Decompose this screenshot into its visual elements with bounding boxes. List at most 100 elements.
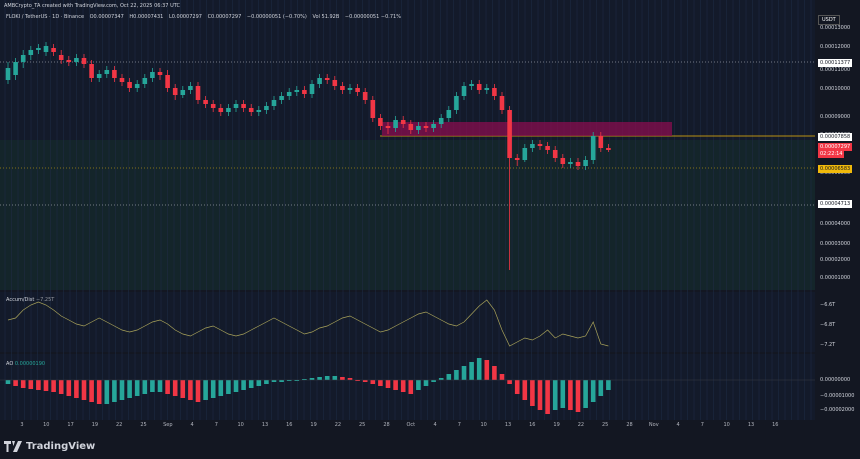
candle — [218, 108, 224, 112]
ao-bar — [248, 380, 254, 388]
candle — [226, 108, 231, 112]
time-tick-label: 13 — [261, 422, 269, 428]
ao-tick-label: −0.00001000 — [820, 393, 855, 399]
candle — [51, 48, 56, 52]
accum-pane — [0, 292, 815, 352]
candle — [302, 90, 307, 94]
ao-bar — [195, 380, 201, 402]
ao-bar — [112, 380, 117, 402]
ao-bar — [499, 374, 505, 380]
ao-bar — [514, 380, 520, 394]
time-tick-label: 25 — [602, 422, 609, 428]
ao-bar — [226, 380, 231, 394]
candle — [13, 62, 18, 75]
close-value: C0.00007297 — [207, 14, 242, 20]
high-value: H0.00007431 — [129, 14, 164, 20]
price-tick-label: 0.00001000 — [820, 275, 851, 281]
ao-bar — [378, 380, 383, 386]
candle — [142, 78, 148, 84]
price-tag: 0.00007297 — [818, 143, 853, 151]
accum-dist-label: Accum/Dist −7.25T — [6, 297, 55, 303]
time-tick-label: 7 — [214, 422, 218, 428]
candle — [188, 86, 193, 90]
price-tick-label: 0.00012000 — [820, 44, 851, 50]
ao-bar — [552, 380, 558, 410]
candle — [317, 78, 322, 84]
ao-bar — [575, 380, 581, 412]
time-tick-label: 4 — [433, 422, 437, 428]
candle — [324, 78, 330, 80]
candle — [309, 84, 315, 94]
price-tick-label: 0.00002000 — [820, 257, 851, 263]
ao-bar — [81, 380, 87, 400]
symbol-pair[interactable]: FLOKI / TetherUS · 1D · Binance — [6, 14, 85, 20]
candle — [545, 146, 550, 150]
time-tick-label: 19 — [91, 422, 99, 428]
ao-bar — [271, 380, 277, 382]
price-tag: 0.00004713 — [818, 200, 853, 208]
price-tag: 0.00011377 — [818, 59, 853, 67]
candle — [28, 50, 34, 55]
ao-bar — [20, 380, 26, 388]
candle — [370, 100, 376, 118]
candle — [431, 124, 436, 128]
candle — [492, 88, 497, 96]
accum-dist-line — [7, 299, 609, 347]
ao-bar — [400, 380, 406, 392]
candle — [165, 75, 170, 88]
ao-bar — [560, 380, 566, 408]
candle — [81, 58, 87, 64]
ao-label: AO 0.00000190 — [6, 361, 46, 367]
price-tick-label: 0.00010000 — [820, 86, 851, 92]
candle — [127, 82, 132, 88]
time-tick-label: 17 — [67, 422, 74, 428]
volume-value: Vol 51.92B — [312, 14, 340, 20]
candle — [469, 84, 474, 86]
candle — [43, 46, 49, 52]
candle — [256, 110, 262, 112]
candle — [537, 144, 543, 146]
candle — [89, 64, 94, 78]
ao-bar — [264, 380, 269, 384]
candle — [530, 144, 535, 148]
price-tick-label: 0.00004000 — [820, 221, 851, 227]
supply-zone — [382, 122, 672, 136]
time-tick-label: 13 — [747, 422, 755, 428]
ao-bar — [279, 380, 284, 382]
candle — [271, 100, 277, 106]
ao-bar — [218, 380, 224, 396]
price-tick-label: 0.00011000 — [820, 67, 851, 73]
ao-bar — [324, 376, 330, 380]
candle — [514, 158, 520, 160]
ao-bar — [104, 380, 110, 404]
tradingview-logo[interactable]: TradingView — [4, 441, 95, 452]
candle — [568, 162, 573, 164]
ao-bar — [157, 380, 163, 392]
ao-bar — [340, 377, 345, 380]
time-tick-label: 22 — [334, 422, 342, 428]
ao-bar — [134, 380, 140, 396]
ao-bar — [180, 380, 186, 398]
candle — [476, 84, 482, 90]
ao-bar — [461, 366, 467, 380]
candle — [552, 150, 558, 158]
candle — [355, 88, 360, 92]
candle — [248, 108, 254, 112]
ao-bar — [28, 380, 34, 389]
price-lower-shade — [0, 140, 815, 290]
time-tick-label: 10 — [723, 422, 730, 428]
ao-bar — [210, 380, 216, 398]
currency-badge[interactable]: USDT — [818, 15, 840, 25]
candle — [112, 70, 117, 78]
ao-bar — [233, 380, 239, 392]
ao-bar — [286, 380, 292, 381]
candle — [58, 55, 64, 60]
time-tick-label: 28 — [626, 422, 633, 428]
candle — [157, 72, 163, 75]
candle — [294, 90, 300, 92]
ao-bar — [309, 378, 315, 380]
time-tick-label: 28 — [383, 422, 390, 428]
time-tick-label: 22 — [116, 422, 123, 428]
ao-bar — [537, 380, 543, 410]
